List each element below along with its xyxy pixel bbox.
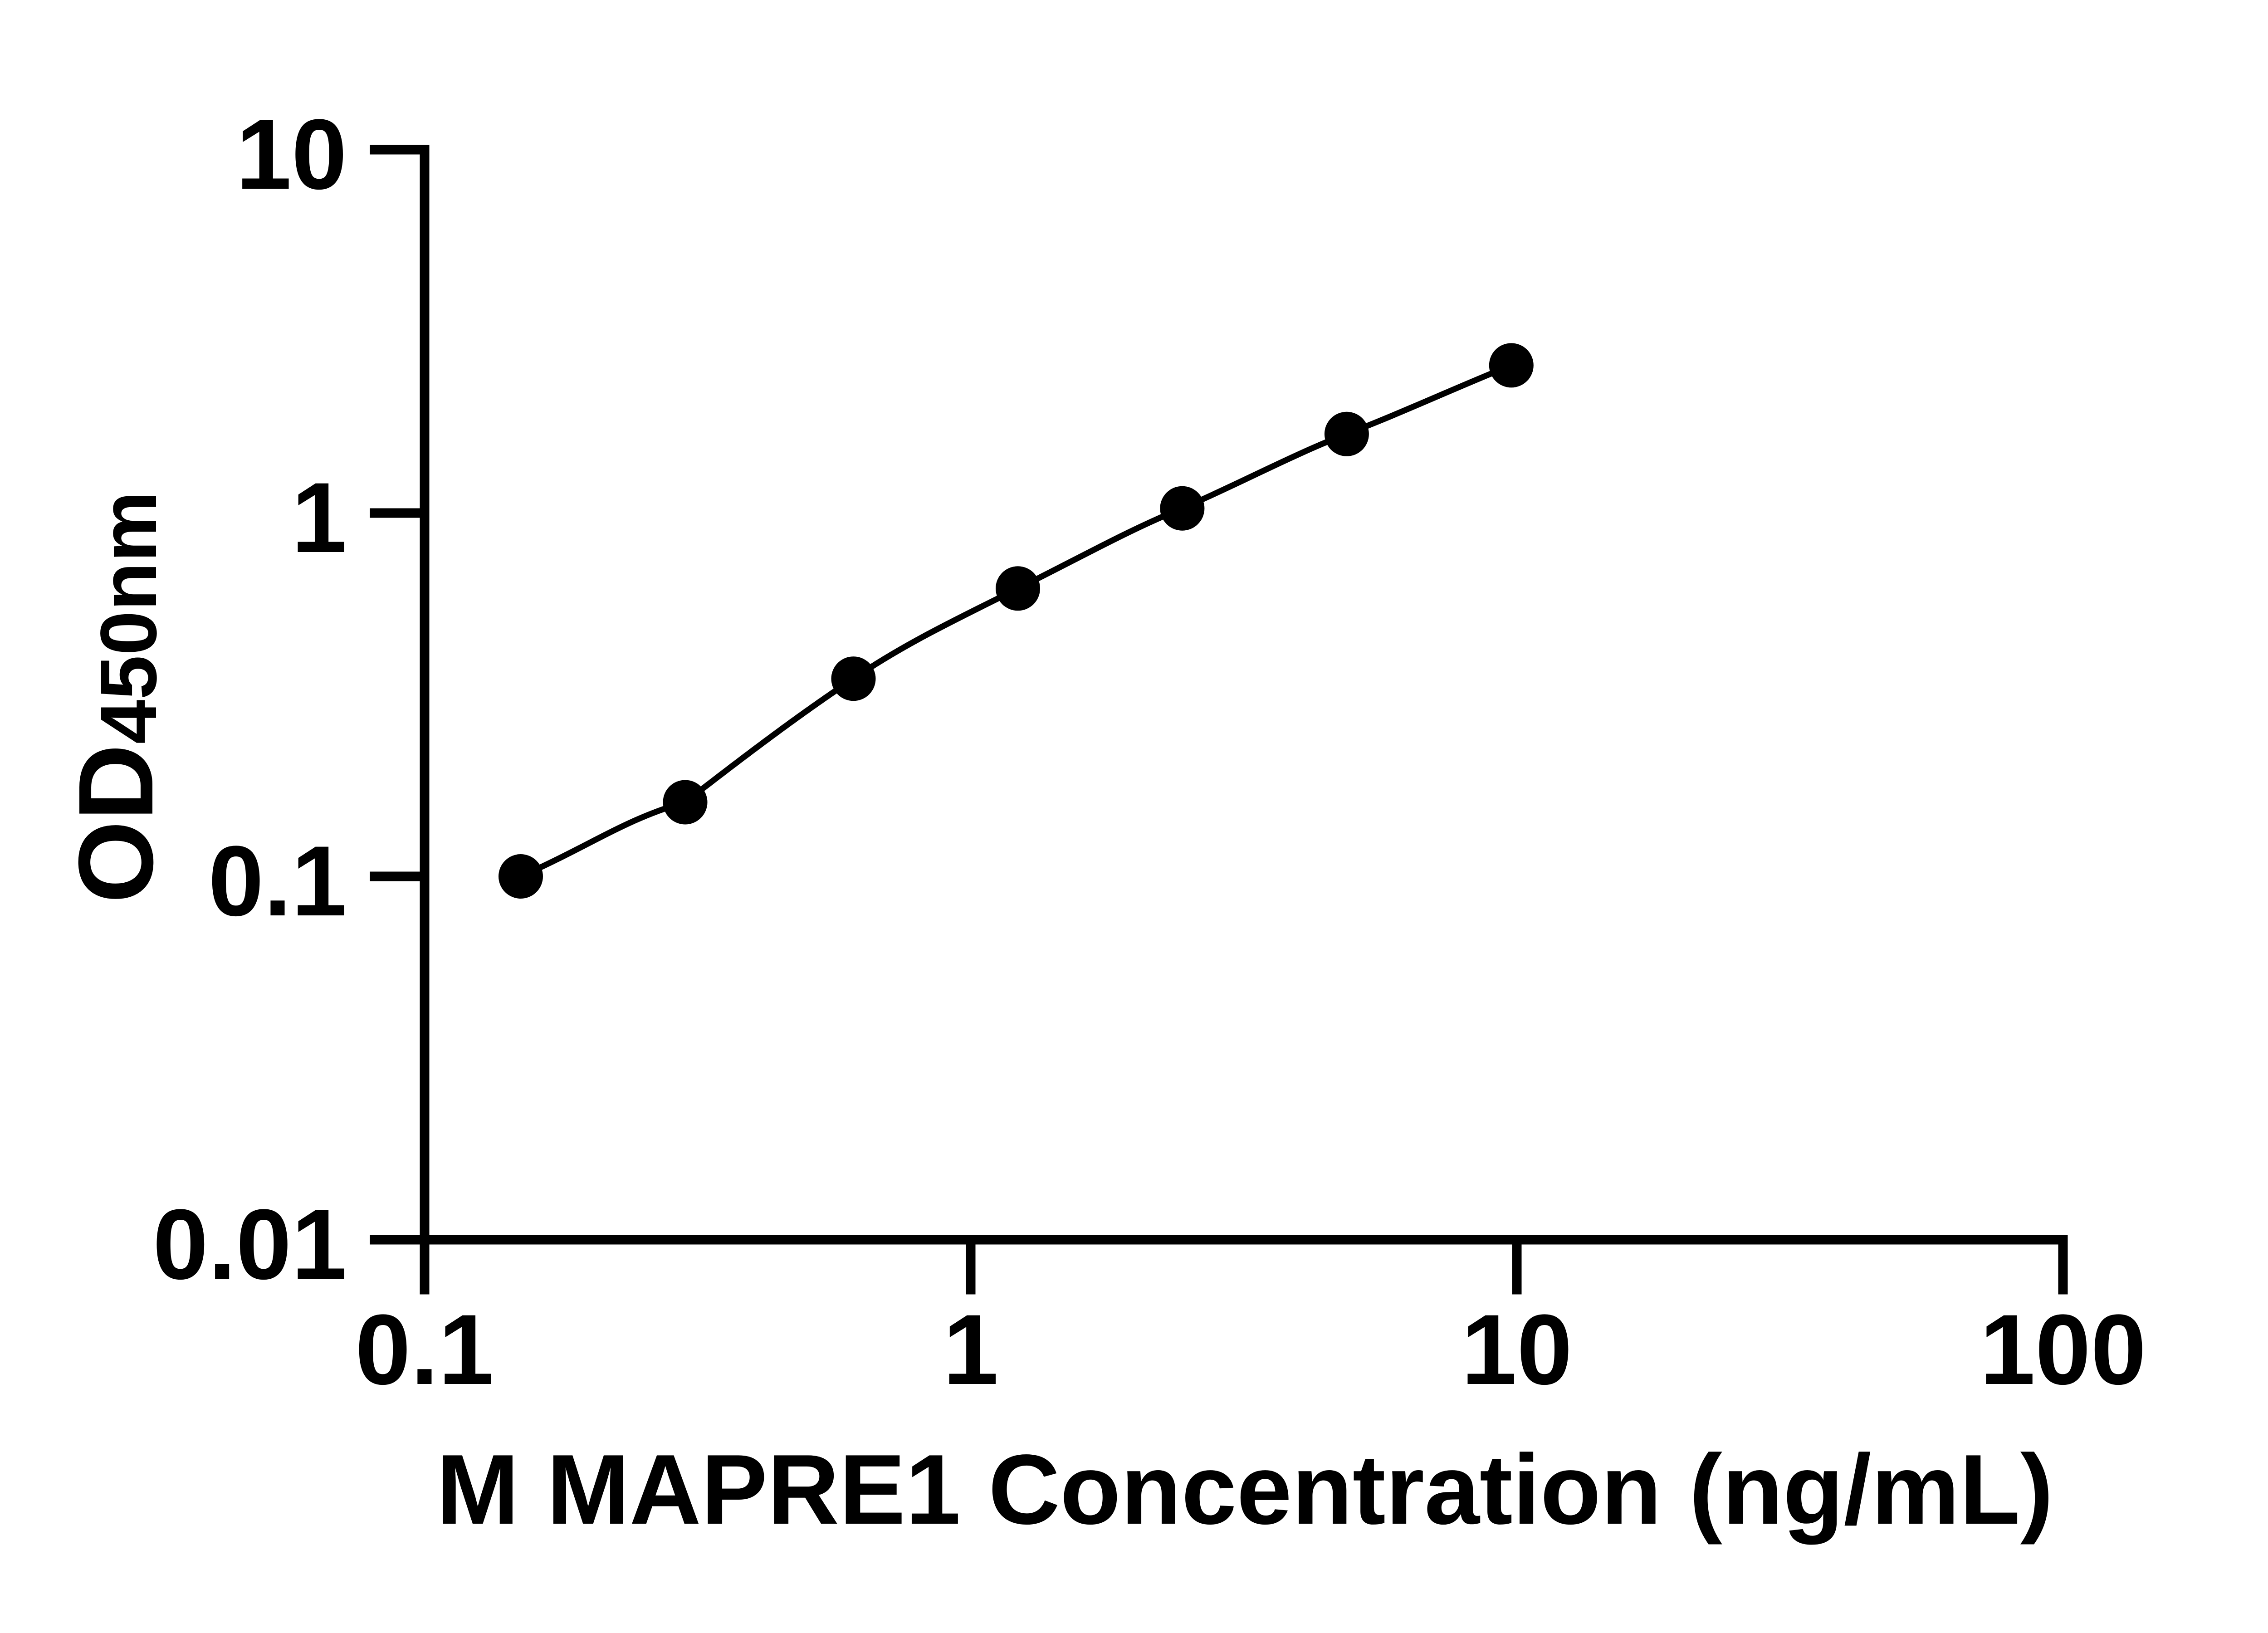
svg-text:10: 10	[1461, 1294, 1573, 1405]
svg-text:0.1: 0.1	[208, 825, 347, 937]
svg-text:0.1: 0.1	[355, 1294, 494, 1405]
svg-text:10: 10	[236, 98, 347, 210]
svg-text:0.01: 0.01	[153, 1188, 347, 1300]
svg-text:100: 100	[1980, 1294, 2146, 1405]
svg-text:1: 1	[943, 1294, 998, 1405]
svg-text:M MAPRE1 Concentration (ng/mL): M MAPRE1 Concentration (ng/mL)	[436, 1434, 2053, 1545]
svg-text:1: 1	[292, 462, 347, 573]
